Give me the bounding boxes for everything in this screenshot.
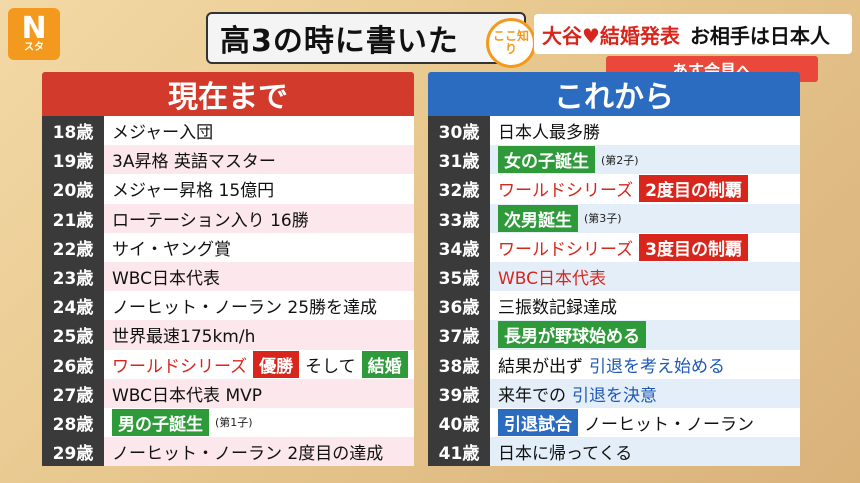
age-label: 31歳: [428, 145, 490, 175]
child-note: (第2子): [601, 153, 639, 167]
list-item: 24歳 ノーヒット・ノーラン 25勝を達成: [42, 291, 414, 321]
highlight-tag: 2度目の制覇: [639, 175, 748, 203]
list-item: 41歳 日本に帰ってくる: [428, 437, 800, 467]
logo-mark: N: [21, 11, 47, 46]
list-item: 37歳 長男が野球始める: [428, 320, 800, 350]
age-label: 23歳: [42, 261, 104, 292]
item-text: 世界最速175km/h: [112, 327, 256, 348]
list-item: 38歳 結果が出ず 引退を考え始める: [428, 349, 800, 379]
highlight-tag: 次男誕生: [498, 204, 578, 232]
list-item: 32歳 ワールドシリーズ 2度目の制覇: [428, 174, 800, 204]
age-label: 24歳: [42, 291, 104, 321]
item-text: ワールドシリーズ: [112, 356, 248, 377]
past-panel: 現在まで 18歳 メジャー入団 19歳 3A昇格 英語マスター 20歳 メジャー昇格 …: [42, 72, 414, 467]
list-item: 18歳 メジャー入団: [42, 116, 414, 146]
item-text: WBC日本代表 MVP: [112, 385, 262, 406]
item-text: 来年での: [498, 385, 566, 406]
age-label: 27歳: [42, 378, 104, 408]
item-text: ノーヒット・ノーラン 2度目の達成: [112, 444, 384, 465]
age-label: 29歳: [42, 437, 104, 467]
list-item: 30歳 日本人最多勝: [428, 116, 800, 146]
highlight-tag: 優勝: [253, 350, 300, 378]
list-item: 40歳 引退試合 ノーヒット・ノーラン: [428, 407, 800, 438]
list-item: 28歳 男の子誕生 (第1子): [42, 407, 414, 438]
item-text-blue: 引退を決意: [572, 385, 657, 406]
list-item: 26歳 ワールドシリーズ 優勝 そして 結婚: [42, 349, 414, 379]
list-item: 19歳 3A昇格 英語マスター: [42, 145, 414, 175]
age-label: 20歳: [42, 174, 104, 204]
list-item: 21歳 ローテーション入り 16勝: [42, 203, 414, 233]
age-label: 18歳: [42, 116, 104, 146]
item-text: ワールドシリーズ: [498, 239, 634, 260]
item-text: ローテーション入り 16勝: [112, 210, 309, 231]
item-text: 結果が出ず: [498, 356, 583, 377]
age-label: 26歳: [42, 349, 104, 379]
item-text-blue: 引退を考え始める: [589, 356, 725, 377]
item-text: ワールドシリーズ: [498, 181, 634, 202]
list-item: 22歳 サイ・ヤング賞: [42, 232, 414, 262]
highlight-tag: 男の子誕生: [112, 408, 209, 436]
age-label: 37歳: [428, 320, 490, 350]
highlight-tag: 結婚: [361, 350, 408, 378]
age-label: 34歳: [428, 232, 490, 262]
age-label: 35歳: [428, 261, 490, 292]
future-panel: これから 30歳 日本人最多勝 31歳 女の子誕生 (第2子) 32歳 ワールドシリーズ…: [428, 72, 800, 467]
list-item: 25歳 世界最速175km/h: [42, 320, 414, 350]
age-label: 36歳: [428, 291, 490, 321]
list-item: 27歳 WBC日本代表 MVP: [42, 378, 414, 408]
highlight-tag: 引退試合: [498, 408, 578, 436]
age-label: 22歳: [42, 232, 104, 262]
list-item: 33歳 次男誕生 (第3子): [428, 203, 800, 233]
age-label: 25歳: [42, 320, 104, 350]
highlight-tag: 長男が野球始める: [498, 321, 646, 349]
item-text: 三振数記録達成: [498, 298, 617, 319]
highlight-tag: 3度目の制覇: [639, 233, 748, 261]
age-label: 28歳: [42, 407, 104, 438]
logo-sub: スタ: [24, 42, 44, 53]
item-text: そして: [305, 356, 356, 377]
past-header: 現在まで: [42, 72, 414, 116]
age-label: 19歳: [42, 145, 104, 175]
list-item: 29歳 ノーヒット・ノーラン 2度目の達成: [42, 437, 414, 467]
page-title: 高3の時に書いた: [206, 12, 526, 64]
list-item: 20歳 メジャー昇格 15億円: [42, 174, 414, 204]
item-text: ノーヒット・ノーラン: [584, 414, 754, 435]
highlight-tag: 女の子誕生: [498, 146, 595, 174]
future-list: 30歳 日本人最多勝 31歳 女の子誕生 (第2子) 32歳 ワールドシリーズ 2度目の制…: [428, 116, 800, 467]
age-label: 39歳: [428, 378, 490, 408]
list-item: 36歳 三振数記録達成: [428, 291, 800, 321]
ticker-headline: 大谷♥結婚発表: [542, 23, 680, 48]
age-label: 30歳: [428, 116, 490, 146]
list-item: 39歳 来年での 引退を決意: [428, 378, 800, 408]
item-text: メジャー昇格 15億円: [112, 181, 275, 202]
item-text: 3A昇格 英語マスター: [112, 152, 276, 173]
item-text: WBC日本代表: [112, 269, 221, 290]
item-text: 日本人最多勝: [498, 123, 600, 144]
age-label: 33歳: [428, 203, 490, 233]
age-label: 40歳: [428, 407, 490, 438]
child-note: (第3子): [584, 212, 622, 226]
item-text: WBC日本代表: [498, 269, 607, 290]
child-note: (第1子): [215, 416, 253, 430]
ticker-subheadline: お相手は日本人: [689, 23, 830, 48]
item-text: ノーヒット・ノーラン 25勝を達成: [112, 298, 378, 319]
list-item: 23歳 WBC日本代表: [42, 261, 414, 292]
channel-logo: N スタ: [8, 8, 60, 60]
age-label: 41歳: [428, 437, 490, 467]
list-item: 31歳 女の子誕生 (第2子): [428, 145, 800, 175]
kokoshiri-badge: ここ知り: [486, 18, 536, 68]
news-ticker: 大谷♥結婚発表 お相手は日本人: [534, 14, 852, 54]
age-label: 21歳: [42, 203, 104, 233]
future-header: これから: [428, 72, 800, 116]
age-label: 32歳: [428, 174, 490, 204]
item-text: サイ・ヤング賞: [112, 239, 231, 260]
item-text: 日本に帰ってくる: [498, 444, 633, 465]
past-list: 18歳 メジャー入団 19歳 3A昇格 英語マスター 20歳 メジャー昇格 15億円 …: [42, 116, 414, 467]
list-item: 35歳 WBC日本代表: [428, 261, 800, 292]
item-text: メジャー入団: [112, 123, 214, 144]
age-label: 38歳: [428, 349, 490, 379]
list-item: 34歳 ワールドシリーズ 3度目の制覇: [428, 232, 800, 262]
